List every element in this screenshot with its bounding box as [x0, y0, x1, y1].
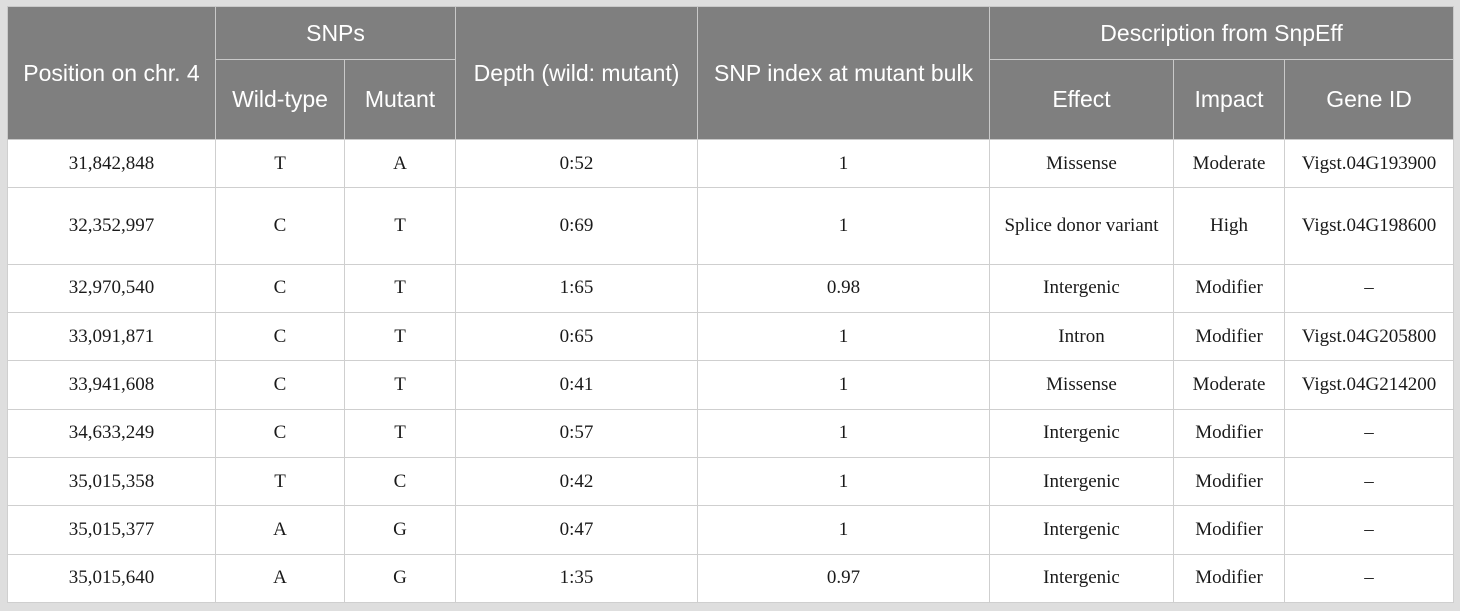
- cell-impact: Modifier: [1173, 263, 1286, 314]
- cell-effect: Intron: [989, 312, 1175, 362]
- table-header: Position on chr. 4 SNPs Depth (wild: mut…: [7, 6, 1455, 140]
- header-position: Position on chr. 4: [7, 6, 216, 140]
- cell-effect: Missense: [989, 138, 1175, 189]
- cell-impact: Moderate: [1173, 138, 1286, 189]
- cell-effect: Intergenic: [989, 263, 1175, 314]
- cell-depth: 1:65: [455, 263, 699, 314]
- cell-effect: Intergenic: [989, 505, 1175, 555]
- cell-depth: 0:65: [455, 312, 699, 362]
- cell-depth: 0:57: [455, 408, 699, 459]
- cell-snp-index: 1: [697, 457, 991, 507]
- header-depth: Depth (wild: mutant): [455, 6, 699, 140]
- cell-snp-index: 1: [697, 138, 991, 189]
- cell-snp-index: 0.98: [697, 263, 991, 314]
- cell-wild-type: C: [215, 408, 345, 459]
- cell-mutant: T: [343, 187, 457, 265]
- table-row: 35,015,377 A G 0:47 1 Intergenic Modifie…: [7, 505, 1455, 555]
- cell-impact: Modifier: [1173, 312, 1286, 362]
- cell-position: 33,091,871: [7, 312, 216, 362]
- table-row: 32,352,997 C T 0:69 1 Splice donor varia…: [7, 187, 1455, 265]
- cell-snp-index: 0.97: [697, 553, 991, 604]
- cell-impact: High: [1173, 187, 1286, 265]
- cell-snp-index: 1: [697, 187, 991, 265]
- cell-effect: Intergenic: [989, 408, 1175, 459]
- cell-snp-index: 1: [697, 505, 991, 555]
- cell-wild-type: A: [215, 553, 345, 604]
- table-row: 35,015,640 A G 1:35 0.97 Intergenic Modi…: [7, 553, 1455, 604]
- header-gene-id: Gene ID: [1284, 59, 1455, 140]
- cell-impact: Moderate: [1173, 360, 1286, 410]
- cell-impact: Modifier: [1173, 457, 1286, 507]
- header-mutant: Mutant: [343, 59, 457, 140]
- cell-position: 32,970,540: [7, 263, 216, 314]
- cell-depth: 0:47: [455, 505, 699, 555]
- cell-position: 33,941,608: [7, 360, 216, 410]
- cell-wild-type: T: [215, 457, 345, 507]
- cell-depth: 0:52: [455, 138, 699, 189]
- cell-wild-type: A: [215, 505, 345, 555]
- cell-wild-type: T: [215, 138, 345, 189]
- cell-mutant: T: [343, 360, 457, 410]
- cell-wild-type: C: [215, 360, 345, 410]
- cell-depth: 1:35: [455, 553, 699, 604]
- cell-snp-index: 1: [697, 408, 991, 459]
- cell-gene-id: –: [1284, 408, 1455, 459]
- cell-gene-id: Vigst.04G214200: [1284, 360, 1455, 410]
- cell-mutant: G: [343, 553, 457, 604]
- cell-mutant: G: [343, 505, 457, 555]
- header-description: Description from SnpEff: [989, 6, 1455, 60]
- header-snps: SNPs: [214, 6, 457, 60]
- cell-mutant: T: [343, 408, 457, 459]
- cell-position: 35,015,640: [7, 553, 216, 604]
- cell-position: 35,015,358: [7, 457, 216, 507]
- table-row: 34,633,249 C T 0:57 1 Intergenic Modifie…: [7, 408, 1455, 459]
- table-body: 31,842,848 T A 0:52 1 Missense Moderate …: [7, 138, 1455, 604]
- cell-gene-id: Vigst.04G193900: [1284, 138, 1455, 189]
- cell-impact: Modifier: [1173, 553, 1286, 604]
- header-effect: Effect: [989, 59, 1175, 140]
- table-row: 33,091,871 C T 0:65 1 Intron Modifier Vi…: [7, 312, 1455, 362]
- snp-table: Position on chr. 4 SNPs Depth (wild: mut…: [7, 6, 1455, 604]
- table-row: 31,842,848 T A 0:52 1 Missense Moderate …: [7, 138, 1455, 189]
- cell-wild-type: C: [215, 312, 345, 362]
- cell-depth: 0:41: [455, 360, 699, 410]
- cell-mutant: C: [343, 457, 457, 507]
- cell-position: 31,842,848: [7, 138, 216, 189]
- cell-mutant: A: [343, 138, 457, 189]
- cell-impact: Modifier: [1173, 408, 1286, 459]
- cell-gene-id: Vigst.04G198600: [1284, 187, 1455, 265]
- table-row: 33,941,608 C T 0:41 1 Missense Moderate …: [7, 360, 1455, 410]
- cell-position: 32,352,997: [7, 187, 216, 265]
- header-impact: Impact: [1173, 59, 1286, 140]
- cell-gene-id: –: [1284, 263, 1455, 314]
- cell-gene-id: Vigst.04G205800: [1284, 312, 1455, 362]
- cell-gene-id: –: [1284, 505, 1455, 555]
- table-row: 35,015,358 T C 0:42 1 Intergenic Modifie…: [7, 457, 1455, 507]
- cell-mutant: T: [343, 263, 457, 314]
- cell-wild-type: C: [215, 263, 345, 314]
- cell-effect: Missense: [989, 360, 1175, 410]
- cell-snp-index: 1: [697, 312, 991, 362]
- cell-snp-index: 1: [697, 360, 991, 410]
- cell-effect: Splice donor variant: [989, 187, 1175, 265]
- cell-position: 34,633,249: [7, 408, 216, 459]
- cell-depth: 0:42: [455, 457, 699, 507]
- cell-depth: 0:69: [455, 187, 699, 265]
- cell-gene-id: –: [1284, 553, 1455, 604]
- cell-effect: Intergenic: [989, 553, 1175, 604]
- cell-wild-type: C: [215, 187, 345, 265]
- cell-effect: Intergenic: [989, 457, 1175, 507]
- header-wild-type: Wild-type: [215, 59, 345, 140]
- cell-position: 35,015,377: [7, 505, 216, 555]
- header-snp-index: SNP index at mutant bulk: [697, 6, 991, 140]
- table-row: 32,970,540 C T 1:65 0.98 Intergenic Modi…: [7, 263, 1455, 314]
- cell-impact: Modifier: [1173, 505, 1286, 555]
- cell-gene-id: –: [1284, 457, 1455, 507]
- cell-mutant: T: [343, 312, 457, 362]
